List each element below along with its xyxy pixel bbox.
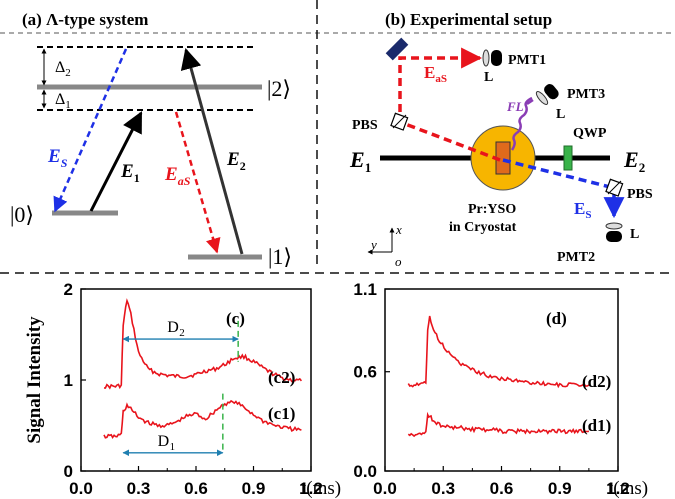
sample-label-2: in Cryostat: [449, 220, 517, 235]
x-tick-label: 0.6: [490, 479, 514, 498]
panel-a: (a) Λ-type system Δ2 Δ1 |2⟩ |0⟩ |1⟩ ES E…: [10, 10, 292, 269]
panel-label: (c): [226, 309, 245, 328]
y-axis-label: Signal Intensity: [24, 316, 45, 444]
eas-beam-label: EaS: [424, 63, 447, 85]
x-tick-label: 0.9: [548, 479, 572, 498]
x-tick-label: 0.6: [184, 479, 208, 498]
panel-a-title: (a) Λ-type system: [22, 10, 148, 29]
x-tick-label: 0.3: [431, 479, 455, 498]
pmt3-label: PMT3: [567, 87, 605, 102]
panel-b: (b) Experimental setup: [349, 10, 653, 269]
d1-label: D: [158, 433, 170, 450]
y-tick-label: 1.1: [353, 280, 377, 299]
lens-pmt1: [483, 50, 489, 66]
y-tick-label: 2: [64, 280, 73, 299]
x-axis-label: t(ms): [301, 478, 341, 499]
pmt1-detector: [491, 50, 502, 66]
x-tick-label: 0.0: [373, 479, 397, 498]
series-label: (c2): [268, 368, 295, 387]
d2-sub-label: 2: [179, 327, 185, 339]
pmt1-label: PMT1: [508, 53, 546, 68]
e2-label: E2: [226, 149, 246, 173]
panel-label: (d): [546, 309, 567, 328]
x-tick-label: 0.3: [127, 479, 151, 498]
e1-label: E1: [120, 161, 140, 185]
lens-pmt2: [606, 223, 622, 229]
series-label: (d2): [582, 372, 611, 391]
qwp-plate: [564, 146, 572, 170]
level0-label: |0⟩: [10, 202, 34, 227]
series-label: (d1): [582, 416, 611, 435]
es-beam-label: ES: [574, 199, 591, 221]
y-tick-label: 0.0: [353, 462, 377, 481]
lens2-label: L: [630, 227, 639, 242]
axis-o-label: o: [395, 254, 402, 269]
es-label: ES: [47, 146, 68, 170]
delta2-label: Δ2: [55, 59, 71, 79]
y-tick-label: 0.6: [353, 363, 377, 382]
axis-x-label: x: [395, 222, 402, 237]
series-line: [408, 415, 589, 436]
pbs-left-label: PBS: [352, 118, 378, 133]
axis-y-label: y: [369, 237, 377, 252]
e2-beam-label: E2: [623, 147, 645, 175]
chart-d: 0.0 0.3 0.6 0.9 1.20.00.61.1t(ms)(d2)(d1)(d): [353, 280, 648, 499]
fl-label: FL: [506, 99, 524, 114]
y-tick-label: 0: [64, 462, 73, 481]
series-label: (c1): [268, 404, 295, 423]
pmt2-detector: [606, 231, 622, 242]
y-tick-label: 1: [64, 371, 73, 390]
x-tick-label: 0.9: [242, 479, 266, 498]
x-axis-label: t(ms): [608, 478, 648, 499]
delta1-label: Δ1: [55, 91, 71, 111]
level1-label: |1⟩: [268, 244, 292, 269]
panel-b-title: (b) Experimental setup: [385, 10, 552, 29]
figure: (a) Λ-type system Δ2 Δ1 |2⟩ |0⟩ |1⟩ ES E…: [0, 0, 675, 499]
pbs-right-label: PBS: [627, 187, 653, 202]
qwp-label: QWP: [573, 126, 607, 141]
d1-sub-label: 1: [170, 441, 176, 453]
lens1-label: L: [484, 70, 493, 85]
lens3-label: L: [556, 107, 565, 122]
d2-label: D: [167, 319, 179, 336]
x-tick-label: 0.0: [69, 479, 93, 498]
level2-label: |2⟩: [267, 76, 291, 101]
sample-label-1: Pr:YSO: [468, 202, 516, 217]
eas-label: EaS: [164, 164, 191, 188]
pmt2-label: PMT2: [557, 250, 595, 265]
e1-beam-label: E1: [349, 147, 371, 175]
